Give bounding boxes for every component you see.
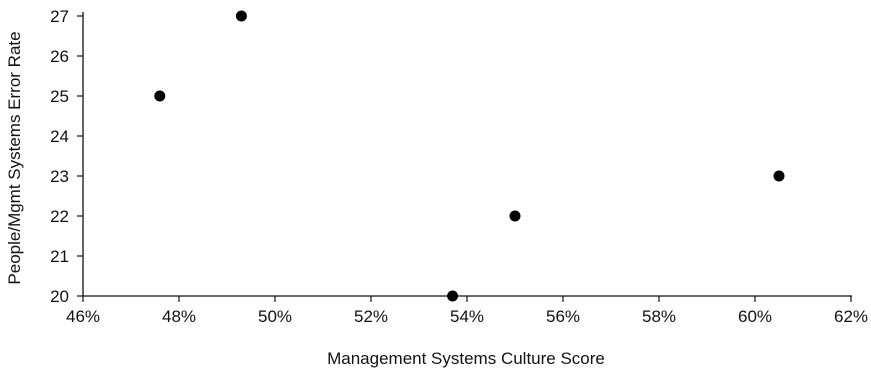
y-tick-label: 22 [50, 207, 69, 226]
y-tick-label: 20 [50, 287, 69, 306]
x-tick-label: 52% [354, 307, 388, 326]
x-tick-label: 54% [450, 307, 484, 326]
x-tick-label: 56% [546, 307, 580, 326]
x-tick-label: 46% [66, 307, 100, 326]
y-tick-label: 27 [50, 7, 69, 26]
y-tick-label: 25 [50, 87, 69, 106]
axes [82, 12, 852, 297]
x-tick-label: 48% [162, 307, 196, 326]
x-axis-ticks: 46% 48% 50% 52% 54% 56% 58% 60% 62% [66, 296, 868, 326]
y-tick-label: 23 [50, 167, 69, 186]
y-tick-label: 21 [50, 247, 69, 266]
y-axis-ticks: 20 21 22 23 24 25 26 27 [50, 7, 83, 306]
data-point [773, 170, 785, 182]
x-tick-label: 62% [834, 307, 868, 326]
y-tick-label: 26 [50, 47, 69, 66]
y-axis-title: People/Mgmt Systems Error Rate [5, 31, 24, 284]
x-tick-label: 60% [738, 307, 772, 326]
data-point [154, 90, 166, 102]
x-axis-title: Management Systems Culture Score [327, 349, 605, 368]
data-point [447, 290, 459, 302]
data-points [154, 10, 785, 302]
data-point [235, 10, 247, 22]
x-tick-label: 58% [642, 307, 676, 326]
data-point [509, 210, 521, 222]
y-tick-label: 24 [50, 127, 69, 146]
x-tick-label: 50% [258, 307, 292, 326]
